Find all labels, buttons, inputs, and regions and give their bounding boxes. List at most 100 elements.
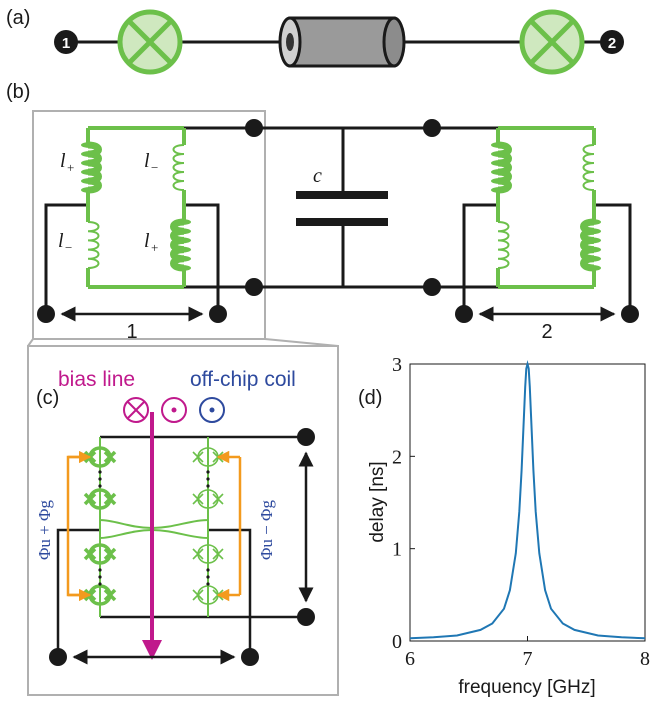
inductor-l-minus-2	[87, 221, 100, 269]
svg-text:−: −	[151, 160, 158, 175]
inductor-loop-left	[86, 126, 186, 289]
svg-text:+: +	[151, 240, 158, 255]
inductor-l-plus-1-turn	[81, 169, 99, 175]
inductor-loop-right	[496, 126, 596, 289]
svg-text:+: +	[67, 160, 74, 175]
inductor-l-plus-4-turn	[583, 246, 601, 253]
off-chip-coil-label: off-chip coil	[190, 368, 296, 391]
bias-line-label: bias line	[58, 368, 135, 391]
inductor-l-plus-3-turn	[491, 178, 509, 184]
into-page-icon	[123, 397, 149, 423]
array-nodes	[49, 428, 315, 666]
inductor-l-plus-1-turn	[81, 151, 99, 157]
zoom-line-right	[264, 338, 339, 347]
inductor-l-plus-1-turn	[81, 187, 99, 193]
inductor-l-plus-1-turn	[81, 142, 99, 148]
inductor-label-l-minus-bottom: l −	[58, 230, 72, 255]
panel-c: (c) bias line off-chip coil	[27, 345, 339, 696]
array-wires	[56, 435, 306, 657]
inductor-coils	[81, 141, 601, 272]
svg-text:l: l	[144, 150, 150, 172]
inductor-label-l-plus-top: l +	[60, 150, 74, 175]
circuit-wires	[44, 126, 632, 314]
y-axis-label: delay [ns]	[367, 461, 388, 542]
panel-c-label: (c)	[36, 387, 59, 409]
inductor-l-plus-3	[497, 141, 512, 194]
squid-loop	[83, 543, 117, 565]
port-1-label: 1	[62, 35, 70, 52]
y-tick-label: 0	[392, 631, 402, 653]
inductor-label-l-plus-bottom: l +	[144, 230, 158, 255]
inductor-l-plus-2-turn	[173, 237, 191, 244]
inductor-l-plus-4-turn	[583, 265, 601, 271]
port-1-dot	[54, 30, 78, 54]
inductor-l-plus-3-turn	[491, 151, 509, 157]
inductor-l-plus-3-turn	[491, 169, 509, 175]
flux-right-label: Φu − Φg	[257, 500, 276, 560]
panel-b-label: (b)	[6, 81, 30, 103]
panel-a-label: (a)	[6, 7, 30, 29]
delay-curve	[409, 360, 646, 640]
zoom-frame	[32, 110, 266, 340]
inductor-l-minus-4	[497, 221, 510, 269]
plot-area	[409, 363, 646, 642]
flux-bracket-right	[216, 450, 242, 602]
inductor-l-plus-4-turn	[583, 255, 601, 262]
svg-text:l: l	[144, 230, 150, 252]
x-tick-label: 7	[523, 648, 533, 670]
inductor-l-plus-2-turn	[173, 246, 191, 253]
inductor-l-plus-4-turn	[583, 219, 601, 225]
squid-loop	[83, 488, 117, 510]
panel-b: (b) c	[6, 81, 639, 347]
inductor-l-plus-1	[87, 141, 102, 194]
squid-array	[83, 446, 224, 606]
panel-d: (d) 6 7 8 0 1 2 3 frequency [GHz] delay [ns]	[358, 354, 650, 698]
axis-ticks: 6 7 8 0 1 2 3	[392, 354, 650, 670]
inductor-l-plus-2-turn	[173, 265, 191, 271]
squid-loop	[192, 544, 224, 564]
inductor-l-plus-2-turn	[173, 219, 191, 225]
port-2-label: 2	[608, 35, 616, 52]
port-2-label-b: 2	[541, 321, 552, 343]
junction-symbol-right	[519, 9, 585, 75]
y-tick-label: 3	[392, 354, 402, 376]
x-axis-label: frequency [GHz]	[458, 677, 595, 698]
capacitor-label: c	[313, 165, 322, 187]
squid-loop	[192, 489, 224, 509]
inductor-l-plus-4-turn	[583, 237, 601, 244]
capacitor: c	[296, 165, 388, 226]
out-of-page-icon	[161, 397, 187, 423]
inductor-l-plus-4-turn	[583, 228, 601, 235]
flux-left-label: Φu + Φg	[35, 500, 54, 560]
x-tick-label: 8	[640, 648, 650, 670]
svg-text:l: l	[58, 230, 64, 252]
zoom-line-left	[27, 338, 34, 347]
inductor-l-plus-2-turn	[173, 228, 191, 235]
panel-a: (a) 1 2	[6, 7, 624, 75]
off-chip-field-icon	[199, 397, 225, 423]
svg-text:−: −	[65, 240, 72, 255]
panel-d-label: (d)	[358, 387, 382, 409]
cylinder-icon	[278, 16, 406, 68]
circuit-nodes	[37, 119, 639, 323]
junction-symbol-left	[117, 9, 183, 75]
port-1-label-b: 1	[126, 321, 137, 343]
inductor-l-plus-3-turn	[491, 160, 509, 166]
inductor-l-plus-3-turn	[491, 142, 509, 148]
inductor-l-plus-1-turn	[81, 160, 99, 166]
svg-text:l: l	[60, 150, 66, 172]
x-tick-label: 6	[405, 648, 415, 670]
inductor-l-plus-3-turn	[491, 187, 509, 193]
inductor-l-plus-2-turn	[173, 255, 191, 262]
inductor-l-plus-2	[170, 218, 185, 272]
inductor-l-plus-1-turn	[81, 178, 99, 184]
inductor-l-minus-1	[172, 144, 185, 191]
y-tick-label: 1	[392, 539, 402, 561]
port-2-dot	[600, 30, 624, 54]
inductor-l-plus-4	[580, 218, 595, 272]
panel-c-frame	[27, 345, 339, 696]
inductor-l-minus-3	[582, 144, 595, 191]
ellipsis-dots	[98, 470, 210, 586]
inductor-label-l-minus-top: l −	[144, 150, 158, 175]
